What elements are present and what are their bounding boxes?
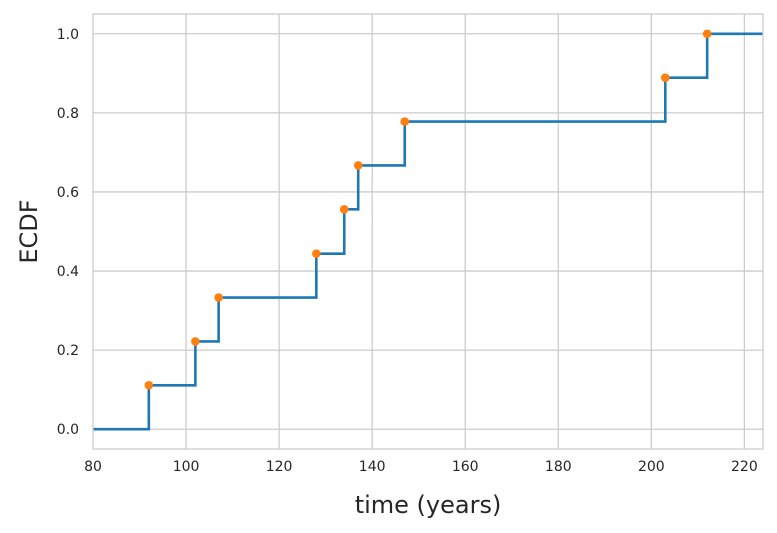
x-tick-label: 220 — [731, 459, 758, 475]
y-axis-label: ECDF — [15, 199, 43, 263]
axes-frame — [92, 13, 764, 450]
x-tick-label: 180 — [545, 459, 572, 475]
ecdf-point — [660, 73, 670, 82]
ecdf-point — [353, 161, 363, 170]
y-tick-label: 0.0 — [57, 422, 79, 438]
ecdf-point — [312, 249, 321, 258]
y-tick-label: 0.2 — [57, 343, 79, 359]
ecdf-point — [400, 117, 410, 126]
x-axis-label: time (years) — [355, 491, 502, 519]
x-tick-label: 200 — [638, 459, 665, 475]
ecdf-point — [339, 205, 349, 214]
grid — [93, 14, 763, 449]
x-tick-label: 100 — [173, 459, 200, 475]
y-axis-ticks: 0.0 0.2 0.4 0.6 0.8 1.0 — [57, 27, 79, 438]
x-tick-label: 120 — [266, 459, 293, 475]
ecdf-point — [191, 337, 200, 346]
x-tick-label: 160 — [452, 459, 479, 475]
y-tick-label: 0.4 — [57, 264, 79, 280]
ecdf-point — [144, 381, 154, 390]
ecdf-point — [702, 29, 712, 39]
y-tick-label: 0.6 — [57, 185, 79, 201]
ecdf-step-line — [93, 32, 763, 431]
x-axis-ticks: 80 100 120 140 160 180 200 220 — [84, 459, 758, 475]
x-tick-label: 140 — [359, 459, 386, 475]
x-tick-label: 80 — [84, 459, 102, 475]
y-tick-label: 1.0 — [57, 27, 79, 43]
y-tick-label: 0.8 — [57, 106, 79, 122]
ecdf-point — [214, 293, 223, 302]
plot-area — [93, 29, 763, 431]
